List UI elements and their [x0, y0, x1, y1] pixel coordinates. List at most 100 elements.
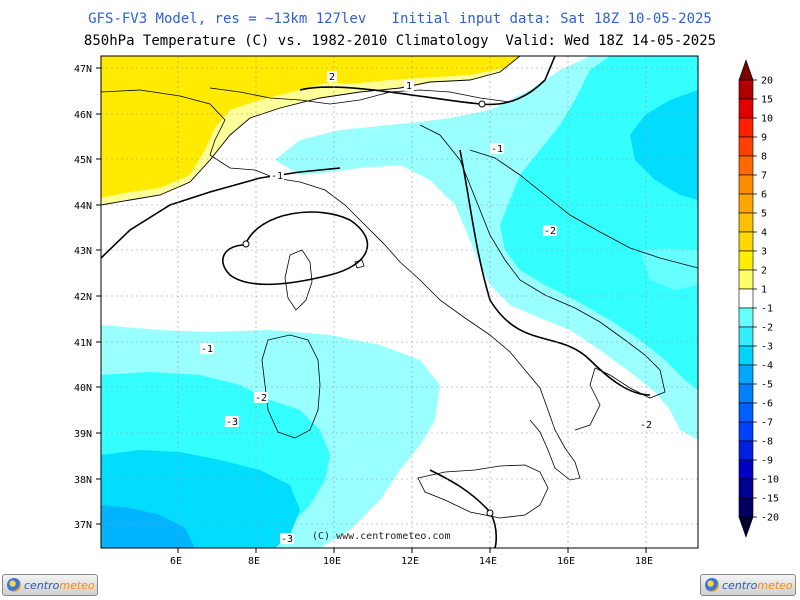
lon-label: 10E — [323, 556, 341, 567]
legend-swatch — [738, 174, 754, 195]
lat-label: 46N — [74, 110, 92, 121]
legend-swatch — [738, 212, 754, 233]
legend-arrow-bottom — [738, 516, 754, 538]
legend-tick-label: 15 — [761, 95, 773, 106]
contour-label: -2 — [544, 226, 556, 237]
logo-text: centrometeo — [24, 578, 95, 592]
legend-tick-label: -2 — [761, 323, 773, 334]
lon-axis: 6E 8E 10E 12E 14E 16E 18E — [170, 548, 653, 567]
color-scale-legend: 20 15 10 9 8 7 6 5 4 3 2 1 -1 -2 -3 -4 -5 -6 -7 -8 -9 -10 -15 -… — [738, 59, 779, 538]
warm-area-2 — [101, 56, 520, 198]
contour-lines — [101, 56, 651, 548]
cool-area-7 — [101, 505, 195, 548]
legend-tick-label: 6 — [761, 190, 767, 201]
contour-label: 2 — [329, 72, 335, 83]
anomaly-isolines — [101, 56, 521, 206]
lat-label: 44N — [74, 201, 92, 212]
legend-swatch — [738, 326, 754, 347]
map-frame — [100, 55, 699, 549]
header-model-info: GFS-FV3 Model, res = ~13km 127lev Initia… — [88, 11, 712, 27]
contour-label: -1 — [491, 144, 503, 155]
legend-tick-label: 1 — [761, 285, 767, 296]
legend-swatch — [738, 136, 754, 157]
legend-tick-label: 2 — [761, 266, 767, 277]
logo-text: centrometeo — [722, 578, 793, 592]
contour-label: 1 — [406, 81, 412, 92]
globe-icon — [7, 578, 21, 592]
legend-swatch — [738, 231, 754, 252]
legend-tick-label: -20 — [761, 513, 779, 524]
lat-label: 40N — [74, 383, 92, 394]
legend-swatch — [738, 193, 754, 214]
cool-area-8 — [640, 248, 698, 290]
legend-tick-label: -9 — [761, 456, 773, 467]
legend-swatch — [738, 421, 754, 442]
contour-label: -3 — [226, 417, 238, 428]
legend-tick-label: 9 — [761, 133, 767, 144]
legend-tick-label: -8 — [761, 437, 773, 448]
legend-swatch — [738, 478, 754, 499]
cool-area-5 — [630, 90, 698, 200]
contour-label: -3 — [281, 534, 293, 545]
legend-tick-label: -1 — [761, 304, 773, 315]
centrometeo-logo-left[interactable]: centrometeo — [2, 574, 98, 596]
lon-label: 16E — [557, 556, 575, 567]
lat-label: 42N — [74, 292, 92, 303]
legend-swatch — [738, 402, 754, 423]
watermark: (C) www.centrometeo.com — [312, 531, 450, 542]
legend-swatch — [738, 383, 754, 404]
legend-arrow-top — [738, 59, 754, 81]
lon-label: 14E — [479, 556, 497, 567]
legend-swatch — [738, 307, 754, 328]
lon-label: 12E — [401, 556, 419, 567]
legend-tick-label: -3 — [761, 342, 773, 353]
legend-tick-label: -6 — [761, 399, 773, 410]
legend-tick-label: -10 — [761, 475, 779, 486]
legend-swatch — [738, 345, 754, 366]
contour-label: -1 — [201, 344, 213, 355]
legend-tick-label: -7 — [761, 418, 773, 429]
legend-tick-label: -5 — [761, 380, 773, 391]
legend-tick-label: -15 — [761, 494, 779, 505]
lat-label: 45N — [74, 155, 92, 166]
legend-swatch — [738, 79, 754, 100]
legend-swatch — [738, 155, 754, 176]
graticule — [101, 56, 698, 548]
contour-labels: 2 1 -1 -1 -1 -2 -2 -3 -2 -3 — [200, 71, 653, 545]
lon-label: 6E — [170, 556, 182, 567]
contour-label: -1 — [271, 171, 283, 182]
legend-tick-label: 3 — [761, 247, 767, 258]
lat-label: 47N — [74, 64, 92, 75]
lat-label: 37N — [74, 520, 92, 531]
contour-label: -2 — [640, 420, 652, 431]
legend-tick-label: 7 — [761, 171, 767, 182]
centrometeo-logo-right[interactable]: centrometeo — [700, 574, 796, 596]
legend-tick-label: 10 — [761, 114, 773, 125]
globe-icon — [705, 578, 719, 592]
lat-label: 43N — [74, 246, 92, 257]
legend-swatch — [738, 459, 754, 480]
lat-axis: 47N 46N 45N 44N 43N 42N 41N 40N 39N 38N … — [74, 64, 101, 531]
lat-label: 41N — [74, 338, 92, 349]
lon-label: 18E — [635, 556, 653, 567]
legend-swatch — [738, 250, 754, 271]
legend-tick-label: -4 — [761, 361, 773, 372]
map-field: 2 1 -1 -1 -1 -2 -2 -3 -2 -3 (C) www.cent… — [101, 56, 698, 548]
legend-tick-label: 5 — [761, 209, 767, 220]
legend-swatch — [738, 117, 754, 138]
legend-swatch — [738, 497, 754, 518]
coastlines — [101, 87, 698, 519]
lat-label: 39N — [74, 429, 92, 440]
legend-swatch — [738, 269, 754, 290]
legend-tick-label: 20 — [761, 76, 773, 87]
legend-swatch — [738, 440, 754, 461]
legend-tick-label: 4 — [761, 228, 767, 239]
lat-label: 38N — [74, 475, 92, 486]
legend-swatch — [738, 364, 754, 385]
contour-label: -2 — [255, 393, 267, 404]
header-field-info: 850hPa Temperature (C) vs. 1982-2010 Cli… — [83, 33, 717, 49]
legend-tick-label: 8 — [761, 152, 767, 163]
lon-label: 8E — [248, 556, 260, 567]
legend-swatch — [738, 288, 754, 309]
